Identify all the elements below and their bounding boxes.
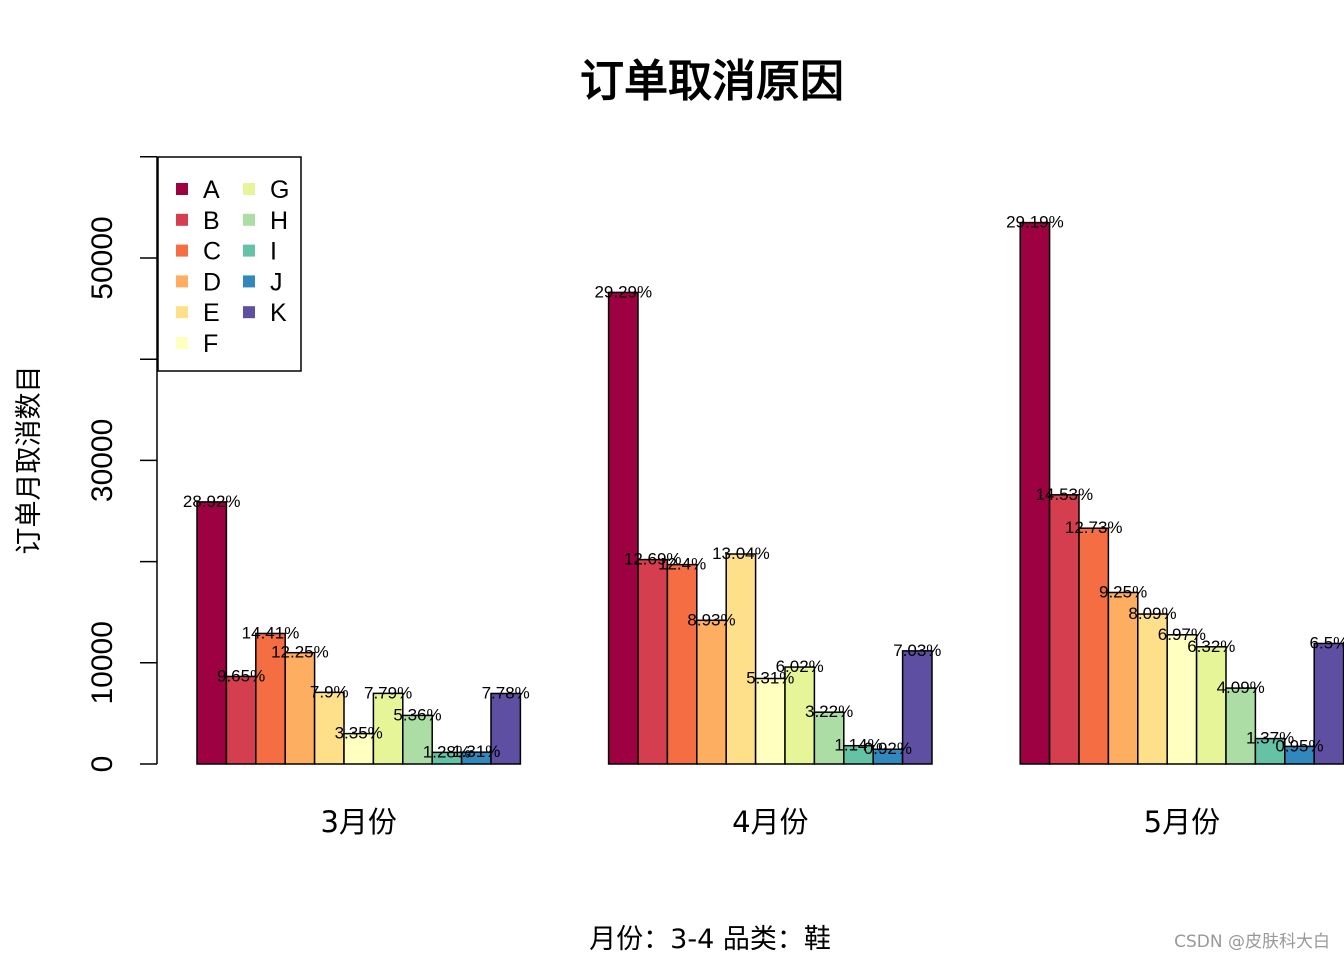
bar-D-1	[284, 651, 316, 765]
data-label: 0.95%	[1275, 736, 1323, 755]
legend-swatch-C	[176, 244, 188, 257]
data-label: 8.93%	[687, 610, 735, 629]
y-tick-label: 0	[86, 756, 119, 773]
data-labels-group: 28.92% 9.65% 14.41%12.25% 7.9% 3.35% 7.79% 5.3…	[183, 213, 1344, 762]
data-label: 13.04%	[712, 544, 770, 563]
bar-H-3	[1225, 687, 1257, 765]
data-label: 5.36%	[393, 705, 441, 724]
legend-swatch-E	[176, 306, 188, 319]
bar-F-1	[343, 732, 375, 765]
category-label: 4月份	[732, 805, 808, 839]
y-tick-label: 30000	[86, 419, 119, 502]
legend-label-D: D	[203, 268, 221, 296]
bar-G-2	[784, 666, 816, 765]
data-label: 1.14%	[834, 736, 882, 755]
data-label: 1.31%	[452, 742, 500, 761]
bar-F-2	[754, 677, 786, 765]
legend-label-A: A	[203, 176, 220, 204]
bar-B-1	[225, 675, 257, 765]
data-label: 6.02%	[776, 657, 824, 676]
y-tick-label: 50000	[86, 216, 119, 299]
bar-D-2	[696, 619, 727, 765]
data-label: 3.22%	[805, 702, 853, 721]
bar-G-1	[372, 692, 404, 765]
bar-F-3	[1166, 634, 1198, 765]
data-label: 6.5%	[1310, 633, 1344, 652]
data-label: 14.53%	[1035, 485, 1093, 504]
bar-H-1	[402, 714, 433, 765]
legend-label-H: H	[270, 207, 288, 235]
legend-swatch-J	[243, 275, 255, 288]
legend-swatch-G	[243, 183, 255, 195]
category-label: 3月份	[320, 805, 396, 839]
data-label: 29.19%	[1006, 213, 1064, 232]
y-axis-title: 订单月取消数目	[14, 366, 45, 555]
data-label: 8.09%	[1128, 604, 1176, 623]
legend-swatch-K	[243, 306, 255, 319]
legend-label-G: G	[270, 176, 289, 204]
data-label: 6.97%	[1158, 625, 1206, 644]
data-label: 7.79%	[364, 683, 412, 702]
data-label: 1.28%	[423, 742, 471, 761]
data-label: 6.32%	[1187, 637, 1235, 656]
bars-group	[196, 221, 1344, 765]
bar-H-2	[813, 711, 845, 765]
bar-E-1	[313, 691, 345, 765]
bar-B-2	[637, 558, 669, 765]
data-label: 9.25%	[1099, 582, 1147, 601]
legend-label-C: C	[203, 238, 221, 266]
x-axis-title: 月份：3-4 品类：鞋	[589, 924, 831, 955]
legend-label-F: F	[203, 330, 218, 358]
legend-swatch-F	[176, 337, 188, 349]
chart-title: 订单取消原因	[580, 56, 844, 107]
bar-C-2	[666, 563, 698, 765]
bar-A-3	[1019, 221, 1051, 765]
bar-A-2	[607, 291, 639, 765]
legend-swatch-A	[176, 183, 188, 195]
legend-label-K: K	[270, 299, 287, 327]
legend-label-I: I	[270, 238, 277, 266]
legend-label-J: J	[270, 268, 283, 296]
data-label: 5.31%	[746, 668, 794, 687]
data-label: 12.69%	[624, 550, 682, 569]
category-labels-group: 3月份 4月份 5月份	[320, 805, 1220, 839]
legend-label-E: E	[203, 299, 220, 327]
data-label: 4.09%	[1217, 678, 1265, 697]
y-tick-label: 10000	[86, 621, 119, 704]
data-label: 7.9%	[310, 682, 349, 701]
data-label: 28.92%	[183, 492, 241, 511]
bar-G-3	[1195, 646, 1227, 765]
data-label: 3.35%	[335, 724, 383, 743]
data-label: 12.4%	[658, 555, 706, 574]
legend-swatch-I	[243, 244, 255, 257]
data-label: 1.37%	[1246, 729, 1294, 748]
data-label: 14.41%	[242, 623, 300, 642]
data-label: 9.65%	[217, 666, 265, 685]
legend-swatch-D	[176, 275, 188, 288]
bar-K-1	[490, 692, 522, 765]
y-axis: 0 10000 30000 50000	[86, 156, 158, 773]
bar-A-1	[196, 501, 228, 765]
bar-K-2	[901, 650, 933, 765]
bar-E-3	[1137, 613, 1168, 765]
bar-I-3	[1254, 737, 1286, 765]
category-label: 5月份	[1144, 805, 1220, 839]
bar-C-3	[1078, 527, 1110, 765]
data-label: 7.78%	[482, 683, 530, 702]
watermark: CSDN @皮肤科大白	[1174, 932, 1330, 952]
data-label: 12.25%	[271, 643, 329, 662]
legend-swatch-B	[176, 213, 188, 226]
data-label: 0.92%	[864, 739, 912, 758]
legend-label-B: B	[203, 207, 220, 235]
legend-swatch-H	[243, 213, 255, 226]
data-label: 7.03%	[893, 641, 941, 660]
data-label: 29.29%	[594, 282, 652, 301]
data-label: 12.73%	[1065, 518, 1123, 537]
bar-E-2	[725, 553, 757, 765]
